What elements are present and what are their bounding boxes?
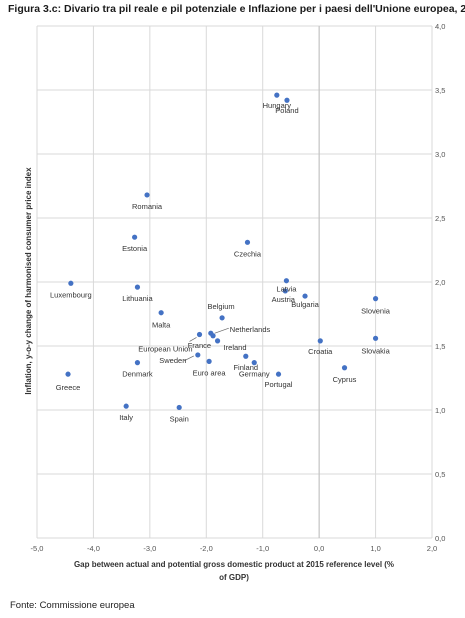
point-ireland (214, 338, 221, 344)
leader-line (183, 355, 194, 362)
y-tick-label: 3,5 (435, 86, 445, 95)
x-tick-label: -5,0 (31, 544, 44, 553)
point-sweden (195, 352, 201, 358)
y-tick-label: 3,0 (435, 150, 445, 159)
source-note: Fonte: Commissione europea (10, 600, 135, 611)
x-tick-label: -3,0 (143, 544, 156, 553)
point-label: Slovakia (361, 346, 390, 355)
x-tick-label: -2,0 (200, 544, 213, 553)
point-label: Slovenia (361, 307, 391, 316)
x-axis-title-line2: of GDP) (219, 573, 249, 582)
point-italy (123, 403, 129, 409)
point-label: Latvia (276, 285, 297, 294)
point-label: Denmark (122, 370, 153, 379)
y-tick-labels: 0,0 0,5 1,0 1,5 2,0 2,5 3,0 3,5 4,0 (435, 22, 445, 543)
point-cyprus (341, 365, 348, 371)
y-tick-label: 4,0 (435, 22, 445, 31)
leader-line (214, 327, 229, 334)
y-tick-label: 2,5 (435, 214, 445, 223)
point-label: Italy (119, 413, 133, 422)
point-label: Spain (170, 414, 189, 423)
point-portugal (275, 371, 282, 377)
point-croatia (317, 338, 323, 344)
point-label: Luxembourg (50, 290, 92, 299)
point-label: Ireland (224, 343, 247, 352)
y-tick-label: 1,5 (435, 342, 445, 351)
point-euro-area (206, 358, 212, 364)
point-label: Finland (233, 363, 258, 372)
point-label: Portugal (265, 380, 293, 389)
figure-title: Figura 3.c: Divario tra pil reale e pil … (8, 3, 465, 15)
y-axis-title: Inflation, y-o-y change of harmonised co… (24, 167, 33, 395)
x-tick-label: 2,0 (427, 544, 437, 553)
leader-line (189, 337, 197, 342)
x-tick-label: -1,0 (256, 544, 269, 553)
point-slovakia (372, 335, 379, 341)
point-lithuania (134, 284, 141, 290)
point-austria (282, 288, 288, 294)
point-label: France (188, 341, 211, 350)
point-label: Netherlands (230, 325, 271, 334)
y-tick-label: 0,5 (435, 470, 445, 479)
point-label: Sweden (159, 356, 186, 365)
x-tick-label: 0,0 (314, 544, 324, 553)
grid-lines (36, 25, 433, 539)
data-points (65, 92, 379, 411)
x-tick-label: -4,0 (87, 544, 100, 553)
point-malta (158, 310, 164, 316)
point-label: Lithuania (122, 294, 153, 303)
point-estonia (132, 234, 138, 240)
point-czechia (244, 239, 251, 245)
x-axis-title-line1: Gap between actual and potential gross d… (74, 560, 394, 569)
point-european-union (196, 331, 203, 338)
point-label: European Union (138, 344, 192, 353)
point-label: Germany (239, 370, 270, 379)
point-label: Bulgaria (291, 300, 319, 309)
x-tick-labels: -5,0 -4,0 -3,0 -2,0 -1,0 0,0 1,0 2,0 (31, 544, 438, 553)
point-label: Czechia (234, 249, 262, 258)
point-label: Malta (152, 321, 171, 330)
leader-lines (183, 327, 229, 362)
point-label: Croatia (308, 347, 333, 356)
point-greece (65, 371, 71, 377)
point-label: Estonia (122, 244, 148, 253)
point-finland (243, 353, 249, 359)
y-tick-label: 1,0 (435, 406, 445, 415)
point-label: Euro area (193, 368, 227, 377)
point-label: Austria (272, 295, 296, 304)
point-label: Poland (275, 106, 298, 115)
point-romania (144, 192, 150, 198)
y-tick-label: 2,0 (435, 278, 445, 287)
point-belgium (219, 315, 225, 321)
point-label: Hungary (263, 101, 292, 110)
point-denmark (134, 360, 141, 366)
point-france (210, 333, 216, 339)
point-slovenia (372, 296, 379, 302)
point-germany (251, 360, 257, 366)
point-label: Romania (132, 202, 163, 211)
point-poland (284, 97, 290, 103)
point-spain (176, 404, 182, 411)
point-latvia (283, 278, 290, 284)
point-label: Belgium (208, 302, 235, 311)
y-tick-label: 0,0 (435, 534, 445, 543)
point-luxembourg (68, 280, 74, 286)
x-tick-label: 1,0 (370, 544, 380, 553)
point-label: Cyprus (333, 375, 357, 384)
point-hungary (274, 92, 280, 98)
point-label: Greece (56, 383, 81, 392)
point-bulgaria (302, 293, 308, 299)
